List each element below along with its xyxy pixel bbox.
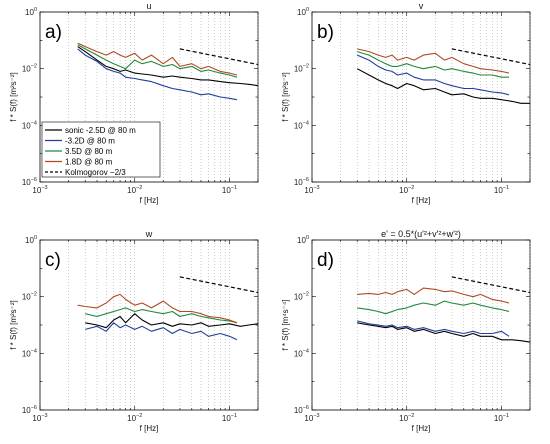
series-line-4 xyxy=(77,42,238,76)
chart-title: w xyxy=(145,229,153,239)
panel-3: 10−3 10−2 10−1 10−6 10−4 10−2 100 w c) f [Hz] f * … xyxy=(9,229,259,433)
series-line-4 xyxy=(357,48,510,74)
y-tick-label: 10−6 xyxy=(22,177,37,187)
legend-label: 1.8D @ 80 m xyxy=(65,158,113,167)
panel-2: 10−3 10−2 10−1 10−6 10−4 10−2 100 v b) f [Hz] f * … xyxy=(281,1,531,205)
legend: sonic -2.5D @ 80 m -3.2D @ 80 m3.5D @ 80 … xyxy=(41,121,161,178)
series-line-5 xyxy=(451,48,531,66)
series-line-5 xyxy=(179,48,259,66)
legend-label: 3.5D @ 80 m xyxy=(65,147,113,156)
y-tick-label: 10−4 xyxy=(22,120,37,130)
legend-label: Kolmogorov −2/3 xyxy=(65,168,126,177)
y-tick-label: 10−6 xyxy=(294,177,309,187)
panel-label: b) xyxy=(317,22,334,43)
plot-area xyxy=(311,239,531,411)
y-tick-label: 100 xyxy=(25,7,37,17)
series-line-3 xyxy=(357,300,510,315)
legend-label: sonic -2.5D @ 80 m xyxy=(65,126,136,135)
series-line-1 xyxy=(77,46,259,87)
series-line-2 xyxy=(357,320,510,337)
series-line-1 xyxy=(357,322,531,343)
series-line-3 xyxy=(85,307,238,324)
y-tick-label: 100 xyxy=(297,235,309,245)
chart-title: e' = 0.5*(u'²+v'²+w'²) xyxy=(381,229,461,239)
series-line-1 xyxy=(356,68,530,104)
series-line-1 xyxy=(85,313,259,329)
y-axis-label: f * S(f) [m⁴s⁻⁴] xyxy=(281,299,290,350)
series-line-4 xyxy=(357,287,510,304)
y-tick-label: 10−6 xyxy=(22,405,37,415)
y-tick-label: 10−2 xyxy=(294,292,309,302)
y-tick-label: 100 xyxy=(297,7,309,17)
x-axis-label: f [Hz] xyxy=(412,196,431,205)
y-axis-label: f * S(f) [m²s⁻²] xyxy=(9,300,18,350)
x-tick-label: 10−2 xyxy=(127,185,142,195)
x-axis-label: f [Hz] xyxy=(140,424,159,433)
series-line-2 xyxy=(85,322,238,341)
y-tick-label: 10−4 xyxy=(294,120,309,130)
series-line-5 xyxy=(451,276,531,294)
panel-label: a) xyxy=(45,22,62,43)
x-tick-label: 10−1 xyxy=(222,185,237,195)
x-tick-label: 10−2 xyxy=(399,185,414,195)
series-line-2 xyxy=(356,54,510,96)
panel-1: 10−3 10−2 10−1 10−6 10−4 10−2 100 u a) f [Hz] f * … xyxy=(9,1,259,205)
x-axis-label: f [Hz] xyxy=(412,424,431,433)
y-axis-label: f * S(f) [m²s⁻²] xyxy=(281,72,290,122)
panel-label: d) xyxy=(317,250,334,271)
series-line-3 xyxy=(77,44,238,78)
y-tick-label: 10−2 xyxy=(22,292,37,302)
x-tick-label: 10−2 xyxy=(399,413,414,423)
series-line-2 xyxy=(77,48,238,101)
panel-label: c) xyxy=(45,250,61,271)
y-tick-label: 100 xyxy=(25,235,37,245)
chart-title: v xyxy=(419,1,424,11)
series-line-3 xyxy=(357,51,509,78)
y-tick-label: 10−2 xyxy=(294,64,309,74)
x-tick-label: 10−3 xyxy=(304,413,319,423)
legend-label: -3.2D @ 80 m xyxy=(65,137,115,146)
legend-box xyxy=(41,121,161,178)
x-tick-label: 10−3 xyxy=(304,185,319,195)
y-tick-label: 10−6 xyxy=(294,405,309,415)
x-tick-label: 10−1 xyxy=(494,185,509,195)
y-axis-label: f * S(f) [m²s⁻²] xyxy=(9,72,18,122)
x-axis-label: f [Hz] xyxy=(140,196,159,205)
x-tick-label: 10−1 xyxy=(494,413,509,423)
x-tick-label: 10−1 xyxy=(222,413,237,423)
plot-area xyxy=(311,11,531,183)
x-tick-label: 10−3 xyxy=(32,413,47,423)
y-tick-label: 10−4 xyxy=(294,348,309,358)
y-tick-label: 10−4 xyxy=(22,348,37,358)
series-line-4 xyxy=(77,293,238,324)
y-tick-label: 10−2 xyxy=(22,64,37,74)
chart-title: u xyxy=(146,1,151,11)
series-line-5 xyxy=(179,276,259,294)
x-tick-label: 10−3 xyxy=(32,185,47,195)
panel-4: 10−3 10−2 10−1 10−6 10−4 10−2 100 e' = 0.5*(u'²… xyxy=(281,229,531,433)
x-tick-label: 10−2 xyxy=(127,413,142,423)
